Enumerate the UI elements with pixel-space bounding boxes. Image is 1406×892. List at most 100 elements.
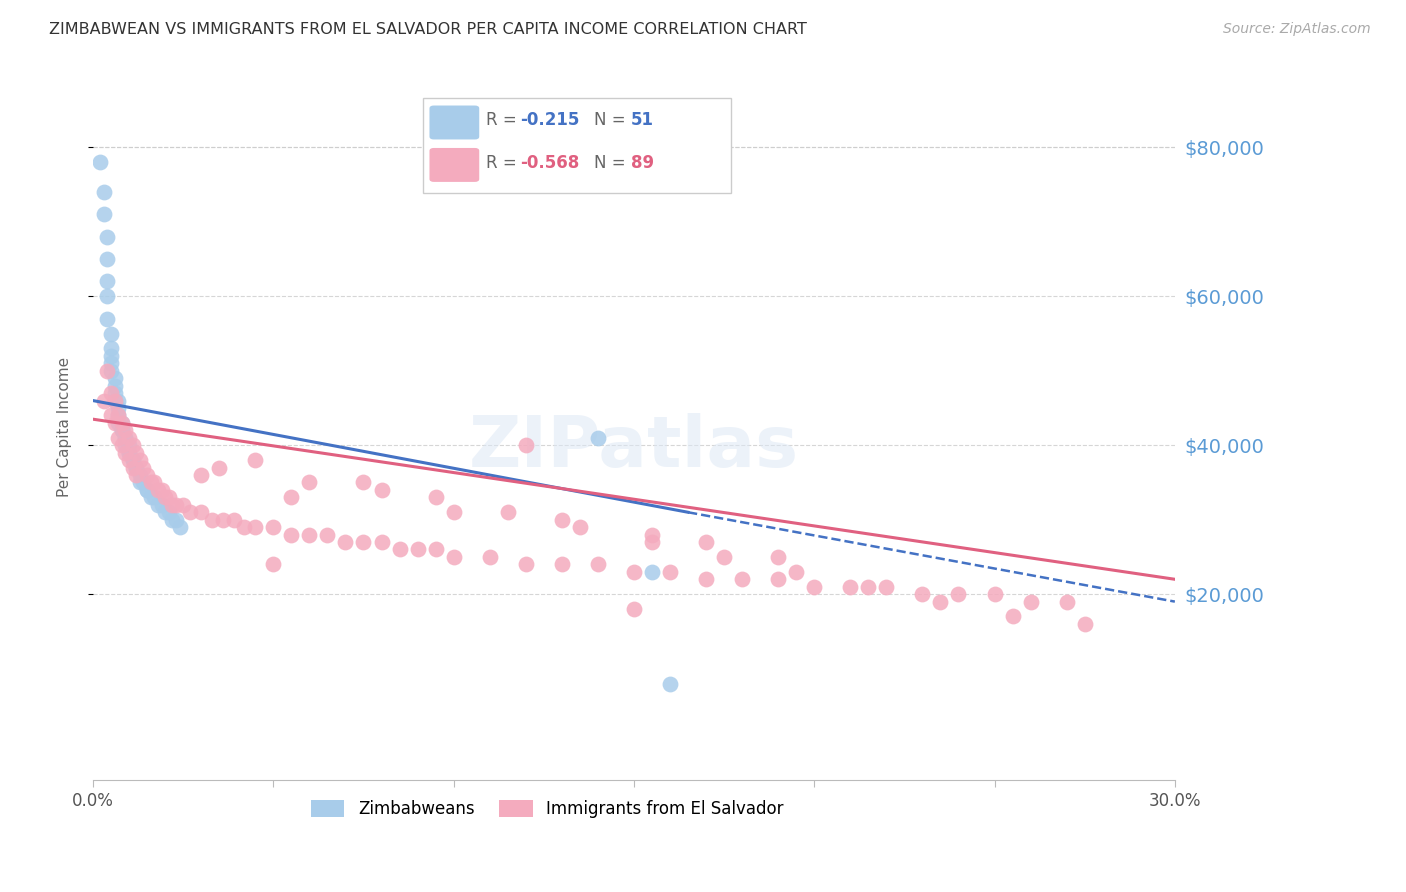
Point <box>839 580 862 594</box>
Point <box>211 513 233 527</box>
Point <box>201 513 224 527</box>
Point <box>100 349 122 363</box>
Point <box>280 491 302 505</box>
Point <box>641 535 664 549</box>
Point <box>1056 594 1078 608</box>
Point <box>280 527 302 541</box>
Point <box>929 594 952 608</box>
Point <box>104 393 127 408</box>
Point <box>551 513 574 527</box>
Point <box>89 155 111 169</box>
Point <box>107 409 129 423</box>
Point <box>100 356 122 370</box>
Point <box>157 491 180 505</box>
Legend: Zimbabweans, Immigrants from El Salvador: Zimbabweans, Immigrants from El Salvador <box>305 794 790 825</box>
Point <box>641 527 664 541</box>
Point <box>132 475 155 490</box>
Text: -0.568: -0.568 <box>520 153 579 172</box>
Point <box>568 520 591 534</box>
Point <box>731 572 754 586</box>
Point <box>128 468 150 483</box>
Point <box>713 549 735 564</box>
Point <box>153 491 176 505</box>
Text: -0.215: -0.215 <box>520 112 579 129</box>
FancyBboxPatch shape <box>429 105 479 139</box>
Point <box>496 505 519 519</box>
Point <box>659 565 682 579</box>
FancyBboxPatch shape <box>423 98 731 194</box>
Point <box>298 527 321 541</box>
Point <box>316 527 339 541</box>
Point <box>353 535 375 549</box>
Point <box>104 393 127 408</box>
Point <box>136 468 159 483</box>
Point <box>118 446 141 460</box>
Text: ZIMBABWEAN VS IMMIGRANTS FROM EL SALVADOR PER CAPITA INCOME CORRELATION CHART: ZIMBABWEAN VS IMMIGRANTS FROM EL SALVADO… <box>49 22 807 37</box>
Point <box>1019 594 1042 608</box>
Point <box>695 535 717 549</box>
Point <box>132 460 155 475</box>
Point <box>150 483 173 497</box>
Text: 51: 51 <box>631 112 654 129</box>
Point <box>150 498 173 512</box>
Point <box>104 386 127 401</box>
Point <box>169 520 191 534</box>
Point <box>262 520 284 534</box>
Point <box>107 401 129 415</box>
Text: N =: N = <box>593 153 631 172</box>
Point <box>766 572 789 586</box>
Point <box>298 475 321 490</box>
Point <box>114 438 136 452</box>
Point <box>104 371 127 385</box>
Point <box>111 416 134 430</box>
Point <box>100 386 122 401</box>
Point <box>96 311 118 326</box>
Point <box>118 453 141 467</box>
Point <box>858 580 880 594</box>
Point <box>121 453 143 467</box>
Point <box>157 505 180 519</box>
Point <box>370 483 392 497</box>
Point <box>551 558 574 572</box>
Point <box>96 275 118 289</box>
Point <box>128 453 150 467</box>
Point <box>139 475 162 490</box>
Point <box>1001 609 1024 624</box>
Text: R =: R = <box>485 153 522 172</box>
Point <box>785 565 807 579</box>
Point <box>111 423 134 437</box>
Point <box>128 475 150 490</box>
Text: N =: N = <box>593 112 631 129</box>
Point <box>107 416 129 430</box>
Point <box>172 498 194 512</box>
Point <box>100 409 122 423</box>
Point <box>118 438 141 452</box>
Point <box>100 342 122 356</box>
Point <box>143 491 166 505</box>
Point <box>515 558 537 572</box>
Point <box>96 364 118 378</box>
Point <box>443 549 465 564</box>
Point <box>146 483 169 497</box>
Point <box>136 483 159 497</box>
Point <box>245 453 267 467</box>
Point <box>586 431 609 445</box>
Point <box>96 289 118 303</box>
Point <box>443 505 465 519</box>
Point <box>104 378 127 392</box>
Text: Source: ZipAtlas.com: Source: ZipAtlas.com <box>1223 22 1371 37</box>
Point <box>190 468 212 483</box>
Point <box>478 549 501 564</box>
Point <box>121 460 143 475</box>
Point <box>111 438 134 452</box>
Point <box>107 393 129 408</box>
Point <box>233 520 256 534</box>
Point <box>222 513 245 527</box>
Point <box>93 185 115 199</box>
Point <box>136 483 159 497</box>
Point <box>425 491 447 505</box>
Point <box>93 393 115 408</box>
Point <box>114 431 136 445</box>
Point <box>695 572 717 586</box>
Point <box>911 587 934 601</box>
